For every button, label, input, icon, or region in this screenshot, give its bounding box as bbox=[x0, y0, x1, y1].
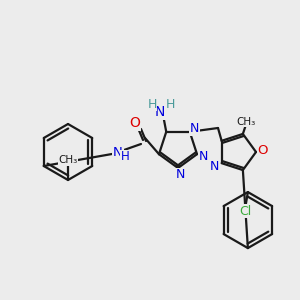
Text: O: O bbox=[258, 143, 268, 157]
Text: N: N bbox=[113, 146, 123, 158]
Text: N: N bbox=[190, 122, 200, 135]
Text: O: O bbox=[130, 116, 140, 130]
Text: Cl: Cl bbox=[240, 205, 252, 218]
Text: N: N bbox=[175, 169, 185, 182]
Text: N: N bbox=[155, 105, 165, 119]
Text: H: H bbox=[165, 98, 175, 110]
Text: H: H bbox=[147, 98, 157, 110]
Text: N: N bbox=[210, 160, 219, 173]
Text: CH₃: CH₃ bbox=[236, 117, 256, 127]
Text: H: H bbox=[121, 151, 129, 164]
Text: N: N bbox=[198, 150, 208, 163]
Text: CH₃: CH₃ bbox=[58, 155, 78, 165]
